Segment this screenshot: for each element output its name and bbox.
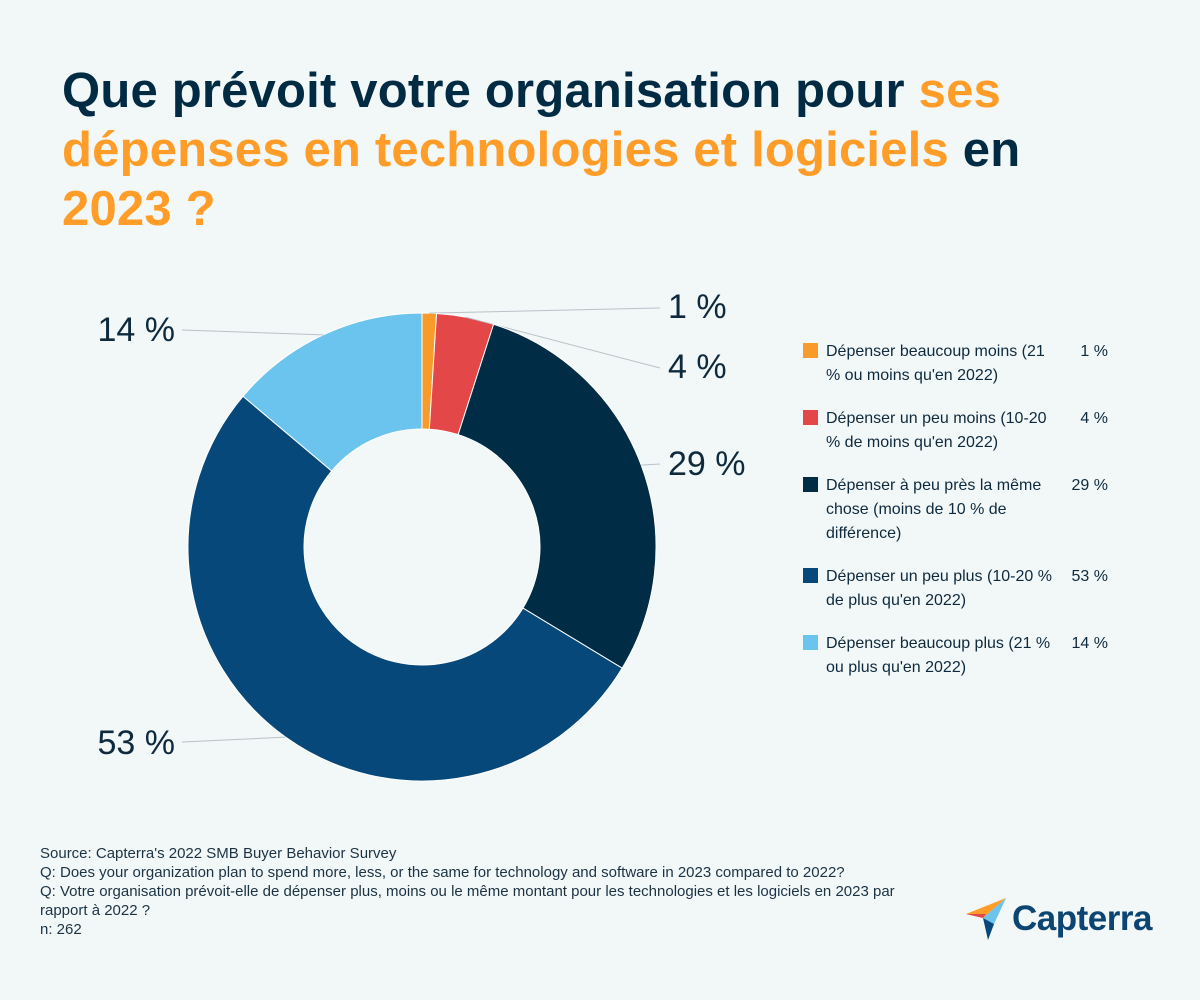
title-part-1: Que prévoit votre organisation pour	[62, 64, 919, 118]
legend-label-slightly-less: Dépenser un peu moins (10-20 % de moins …	[826, 410, 1047, 451]
source-note: Source: Capterra's 2022 SMB Buyer Behavi…	[40, 845, 397, 862]
legend-value-much-less: 1 %	[1080, 343, 1108, 360]
donut-hole	[304, 429, 540, 665]
legend-value-slightly-less: 4 %	[1080, 410, 1108, 427]
chart-legend: Dépenser beaucoup moins (21 % ou moins q…	[803, 340, 1108, 699]
leader-line-much-less	[429, 307, 661, 314]
capterra-wordmark: Capterra	[1012, 899, 1152, 938]
capterra-arrow-icon	[966, 898, 1006, 940]
data-label-much-more: 14 %	[98, 311, 176, 349]
legend-swatch-slightly-more	[803, 568, 818, 583]
data-label-much-less: 1 %	[668, 288, 727, 326]
title-part-2: en	[948, 123, 1021, 177]
leader-line-slightly-more	[181, 736, 286, 743]
donut-slice-slightly-more	[187, 395, 623, 782]
data-label-slightly-more: 53 %	[98, 724, 176, 762]
legend-label-same: Dépenser à peu près la même chose (moins…	[826, 477, 1042, 542]
chart-footer: Source: Capterra's 2022 SMB Buyer Behavi…	[40, 844, 920, 939]
legend-swatch-much-more	[803, 635, 818, 650]
legend-item-much-less: Dépenser beaucoup moins (21 % ou moins q…	[803, 340, 1108, 388]
legend-item-slightly-less: Dépenser un peu moins (10-20 % de moins …	[803, 407, 1108, 455]
leader-line-much-more	[181, 329, 324, 336]
leader-line-same	[641, 463, 661, 466]
legend-swatch-slightly-less	[803, 410, 818, 425]
legend-swatch-much-less	[803, 343, 818, 358]
data-label-same: 29 %	[668, 445, 746, 483]
legend-label-slightly-more: Dépenser un peu plus (10-20 % de plus qu…	[826, 568, 1052, 609]
legend-label-much-less: Dépenser beaucoup moins (21 % ou moins q…	[826, 343, 1045, 384]
legend-value-much-more: 14 %	[1071, 635, 1108, 652]
legend-value-same: 29 %	[1071, 477, 1108, 494]
title-highlight-2: 2023 ?	[62, 182, 216, 236]
sample-size: n: 262	[40, 921, 82, 938]
donut-slice-same	[457, 323, 657, 669]
legend-item-much-more: Dépenser beaucoup plus (21 % ou plus qu'…	[803, 632, 1108, 680]
legend-item-slightly-more: Dépenser un peu plus (10-20 % de plus qu…	[803, 565, 1108, 613]
legend-item-same: Dépenser à peu près la même chose (moins…	[803, 474, 1108, 546]
data-label-slightly-less: 4 %	[668, 348, 727, 386]
capterra-logo: Capterra	[966, 898, 1152, 940]
legend-value-slightly-more: 53 %	[1071, 568, 1108, 585]
donut-slice-much-more	[242, 312, 423, 472]
legend-label-much-more: Dépenser beaucoup plus (21 % ou plus qu'…	[826, 635, 1051, 676]
title-highlight-1: ses dépenses en technologies et logiciel…	[62, 64, 1001, 177]
legend-swatch-same	[803, 477, 818, 492]
question-french: Q: Votre organisation prévoit-elle de dé…	[40, 883, 895, 919]
question-english: Q: Does your organization plan to spend …	[40, 864, 845, 881]
chart-title: Que prévoit votre organisation pour ses …	[62, 62, 1142, 239]
